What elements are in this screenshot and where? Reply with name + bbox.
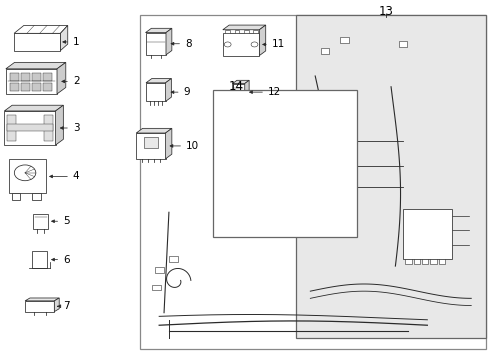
Polygon shape [61, 26, 68, 50]
Bar [145, 33, 165, 55]
Bar [136, 133, 165, 159]
Bar [225, 98, 233, 104]
Text: 8: 8 [171, 39, 191, 49]
Bar [225, 30, 230, 33]
Bar [10, 73, 19, 81]
Bar [252, 30, 257, 33]
Polygon shape [244, 80, 248, 101]
Bar [32, 193, 41, 200]
Bar [14, 33, 61, 50]
Polygon shape [165, 78, 171, 102]
Bar [146, 83, 165, 102]
Text: 10: 10 [170, 141, 199, 151]
Text: 5: 5 [52, 216, 70, 226]
Bar [12, 193, 20, 200]
Bar [32, 83, 41, 91]
Bar [32, 251, 47, 268]
Bar [4, 111, 56, 145]
Bar [223, 33, 259, 55]
Text: 6: 6 [52, 255, 70, 265]
Polygon shape [146, 78, 171, 83]
Bar [290, 197, 299, 205]
Bar [332, 197, 341, 205]
Circle shape [224, 42, 231, 47]
Bar [311, 197, 320, 205]
Polygon shape [14, 26, 68, 33]
Text: 14: 14 [228, 80, 244, 93]
Bar [44, 114, 53, 141]
Bar [398, 41, 407, 46]
Bar [252, 109, 260, 116]
Bar [20, 83, 30, 91]
Bar [25, 301, 54, 312]
Polygon shape [232, 80, 248, 84]
Polygon shape [4, 105, 63, 111]
Bar [438, 258, 444, 264]
Bar [42, 73, 52, 81]
Bar [234, 30, 239, 33]
Bar [9, 159, 46, 193]
Polygon shape [145, 28, 171, 33]
Bar [152, 285, 161, 291]
Bar [248, 197, 257, 205]
Text: 1: 1 [63, 37, 80, 47]
Bar [339, 37, 348, 43]
Text: 4: 4 [50, 171, 80, 181]
Text: 9: 9 [171, 87, 190, 97]
Bar [286, 114, 294, 120]
Bar [429, 258, 436, 264]
Bar [269, 197, 278, 205]
Bar [244, 30, 248, 33]
Polygon shape [136, 129, 171, 133]
Polygon shape [25, 298, 59, 301]
Polygon shape [56, 105, 63, 145]
Circle shape [14, 165, 36, 181]
Polygon shape [57, 62, 66, 94]
Bar [232, 84, 244, 101]
Bar [332, 120, 340, 126]
Bar [212, 90, 356, 237]
Bar [295, 15, 485, 338]
Text: 7: 7 [58, 301, 70, 311]
Bar [32, 73, 41, 81]
Bar [320, 48, 329, 54]
Bar [155, 267, 163, 273]
Bar [169, 256, 178, 262]
Text: 11: 11 [262, 40, 285, 49]
Bar [421, 258, 427, 264]
Text: 2: 2 [62, 76, 80, 86]
Bar [405, 258, 411, 264]
Bar [10, 83, 19, 91]
Bar [7, 114, 16, 141]
Circle shape [250, 42, 257, 47]
Bar [402, 209, 451, 259]
Polygon shape [165, 129, 171, 159]
Bar [6, 69, 57, 94]
Polygon shape [223, 25, 265, 30]
Bar [140, 15, 485, 348]
Bar [143, 137, 158, 148]
Polygon shape [6, 62, 66, 69]
Text: 13: 13 [378, 5, 392, 18]
Text: 12: 12 [249, 87, 281, 97]
Bar [227, 197, 236, 205]
Bar [413, 258, 419, 264]
Bar [7, 125, 53, 131]
Bar [20, 73, 30, 81]
Bar [33, 214, 48, 229]
Polygon shape [54, 298, 59, 312]
Text: 3: 3 [61, 123, 80, 133]
Polygon shape [165, 28, 171, 55]
Bar [42, 83, 52, 91]
Polygon shape [259, 25, 265, 55]
